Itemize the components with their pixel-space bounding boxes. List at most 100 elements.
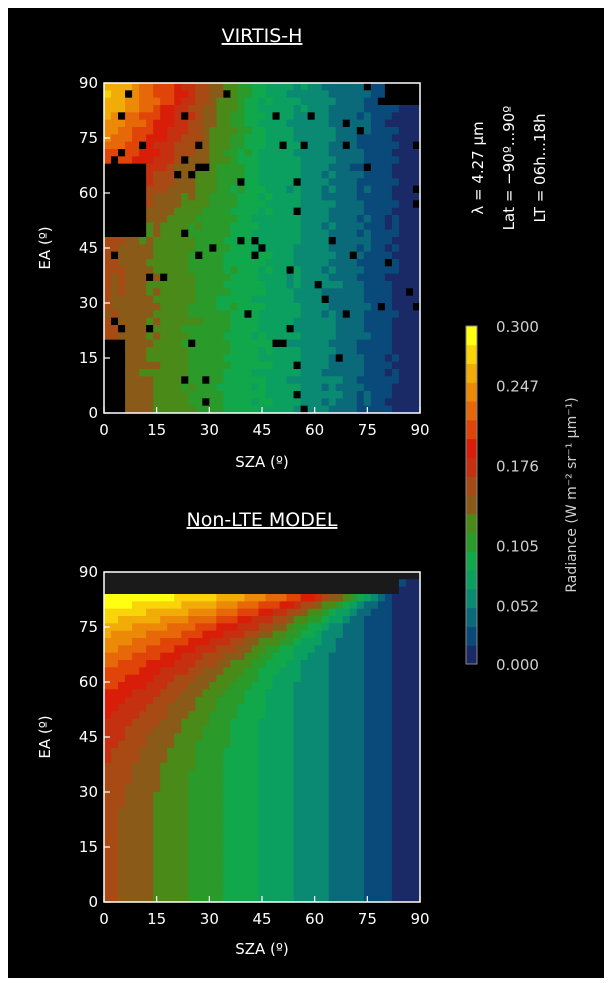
- heatmap-cell: [118, 200, 126, 209]
- heatmap-cell: [349, 90, 358, 99]
- heatmap-cell: [370, 185, 379, 194]
- heatmap-cell: [216, 310, 224, 319]
- heatmap-cell: [181, 740, 189, 749]
- heatmap-cell: [230, 325, 239, 333]
- heatmap-cell: [181, 623, 189, 632]
- heatmap-cell: [370, 317, 379, 326]
- heatmap-cell: [132, 288, 140, 297]
- heatmap-cell: [286, 310, 295, 319]
- heatmap-cell: [272, 674, 281, 683]
- heatmap-cell: [251, 674, 260, 683]
- heatmap-cell: [349, 608, 358, 617]
- heatmap-cell: [230, 97, 239, 106]
- heatmap-cell: [286, 850, 295, 859]
- heatmap-cell: [342, 784, 351, 793]
- heatmap-cell: [335, 806, 344, 815]
- heatmap-cell: [412, 317, 421, 326]
- heatmap-cell: [132, 332, 140, 341]
- heatmap-cell: [153, 821, 161, 830]
- heatmap-cell: [167, 608, 175, 617]
- heatmap-cell: [370, 726, 379, 734]
- heatmap-cell: [391, 295, 400, 304]
- heatmap-cell: [216, 354, 224, 363]
- heatmap-cell: [279, 667, 288, 676]
- heatmap-cell: [300, 755, 309, 764]
- heatmap-cell: [412, 90, 421, 99]
- heatmap-cell: [104, 616, 112, 624]
- heatmap-cell: [321, 266, 330, 275]
- heatmap-cell: [244, 317, 253, 326]
- heatmap-cell: [209, 601, 217, 610]
- heatmap-cell: [146, 704, 154, 712]
- heatmap-cell: [349, 784, 358, 793]
- heatmap-cell: [370, 623, 379, 632]
- heatmap-cell: [286, 325, 295, 333]
- heatmap-cell: [342, 163, 351, 172]
- heatmap-cell: [293, 652, 302, 661]
- heatmap-cell: [342, 850, 351, 859]
- heatmap-cell: [377, 784, 386, 793]
- heatmap-cell: [153, 704, 161, 712]
- heatmap-cell: [118, 623, 126, 632]
- heatmap-cell: [181, 814, 189, 822]
- heatmap-cell: [146, 645, 154, 654]
- heatmap-cell: [216, 579, 224, 588]
- heatmap-cell: [328, 163, 337, 172]
- heatmap-cell: [167, 755, 175, 764]
- heatmap-cell: [216, 616, 224, 624]
- heatmap-cell: [118, 222, 126, 231]
- heatmap-cell: [132, 667, 140, 676]
- heatmap-cell: [384, 200, 393, 209]
- heatmap-cell: [195, 303, 203, 311]
- heatmap-cell: [195, 222, 203, 231]
- heatmap-cell: [307, 310, 316, 319]
- heatmap-cell: [146, 652, 154, 661]
- heatmap-cell: [328, 178, 337, 187]
- heatmap-cell: [307, 83, 316, 91]
- heatmap-cell: [181, 806, 189, 815]
- heatmap-cell: [153, 339, 161, 348]
- heatmap-cell: [314, 105, 323, 113]
- heatmap-cell: [139, 630, 147, 639]
- heatmap-cell: [286, 696, 295, 705]
- heatmap-cell: [104, 391, 112, 399]
- heatmap-cell: [412, 733, 421, 742]
- heatmap-cell: [174, 244, 182, 253]
- heatmap-cell: [132, 828, 140, 837]
- heatmap-cell: [195, 755, 203, 764]
- heatmap-cell: [342, 682, 351, 690]
- heatmap-cell: [265, 689, 274, 698]
- heatmap-cell: [125, 90, 133, 99]
- heatmap-cell: [356, 858, 365, 866]
- heatmap-cell: [405, 259, 414, 267]
- heatmap-cell: [307, 325, 316, 333]
- heatmap-cell: [405, 579, 414, 588]
- heatmap-cell: [251, 579, 260, 588]
- heatmap-cell: [125, 156, 133, 165]
- heatmap-cell: [244, 222, 253, 231]
- heatmap-cell: [349, 623, 358, 632]
- heatmap-cell: [335, 288, 344, 297]
- heatmap-cell: [279, 740, 288, 749]
- heatmap-cell: [139, 858, 147, 866]
- heatmap-cell: [293, 880, 302, 888]
- heatmap-cell: [405, 325, 414, 333]
- heatmap-cell: [209, 295, 217, 304]
- heatmap-cell: [321, 178, 330, 187]
- heatmap-cell: [146, 843, 154, 852]
- heatmap-cell: [342, 718, 351, 727]
- heatmap-cell: [146, 259, 154, 267]
- heatmap-cell: [328, 630, 337, 639]
- latitude-annotation: Lat = −90º...90º: [500, 106, 518, 231]
- heatmap-cell: [363, 361, 372, 370]
- heatmap-cell: [349, 843, 358, 852]
- heatmap-cell: [405, 770, 414, 778]
- heatmap-cell: [209, 105, 217, 113]
- heatmap-cell: [328, 894, 337, 903]
- heatmap-cell: [370, 266, 379, 275]
- heatmap-cell: [370, 347, 379, 355]
- heatmap-cell: [279, 865, 288, 874]
- heatmap-cell: [216, 836, 224, 844]
- heatmap-cell: [223, 127, 231, 135]
- heatmap-cell: [237, 799, 246, 808]
